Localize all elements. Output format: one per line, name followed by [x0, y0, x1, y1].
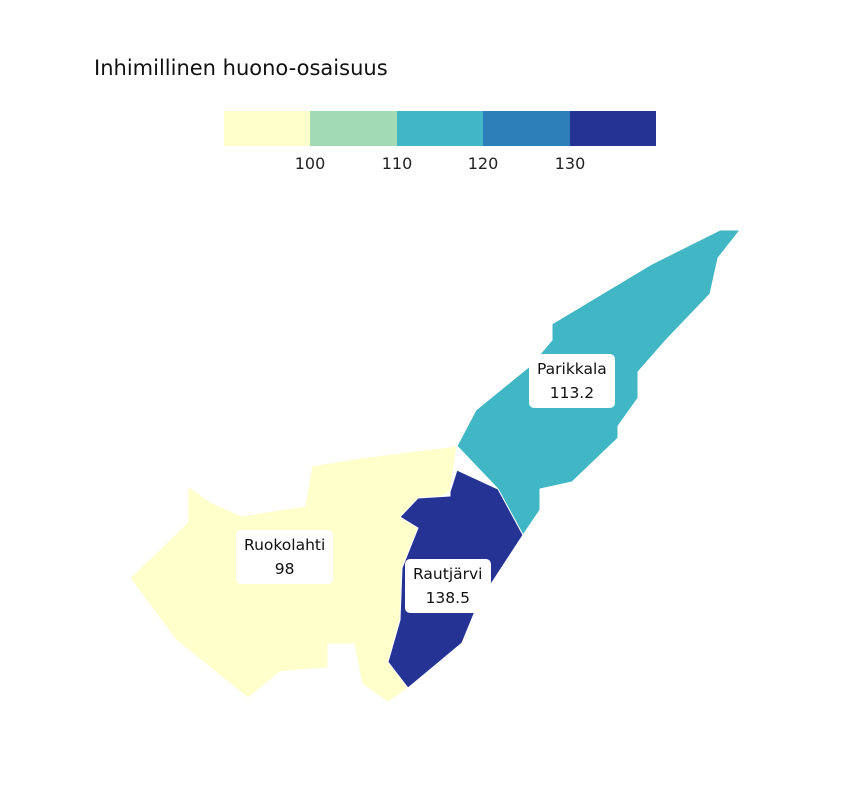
color-legend: 100 110 120 130	[224, 111, 657, 173]
region-value-parikkala: 113.2	[549, 384, 595, 402]
legend-swatch-4	[483, 111, 570, 146]
region-label-ruokolahti: Ruokolahti 98	[236, 530, 334, 584]
legend-swatch-3	[396, 111, 484, 146]
region-value-rautjarvi: 138.5	[425, 589, 470, 607]
region-name-parikkala: Parikkala	[537, 360, 607, 378]
region-name-ruokolahti: Ruokolahti	[244, 536, 326, 554]
region-value-ruokolahti: 98	[274, 560, 295, 578]
legend-swatch-1	[224, 111, 311, 146]
legend-tick-120: 120	[467, 154, 499, 173]
region-name-rautjarvi: Rautjärvi	[413, 565, 483, 583]
map-title: Inhimillinen huono-osaisuus	[94, 56, 388, 80]
legend-color-bar	[224, 111, 657, 146]
region-label-rautjarvi: Rautjärvi 138.5	[405, 559, 491, 613]
region-label-parikkala: Parikkala 113.2	[529, 354, 615, 408]
legend-tick-130: 130	[554, 154, 586, 173]
legend-swatch-2	[310, 111, 397, 146]
legend-tick-110: 110	[381, 154, 413, 173]
legend-swatch-5	[569, 111, 657, 146]
legend-tick-100: 100	[294, 154, 326, 173]
